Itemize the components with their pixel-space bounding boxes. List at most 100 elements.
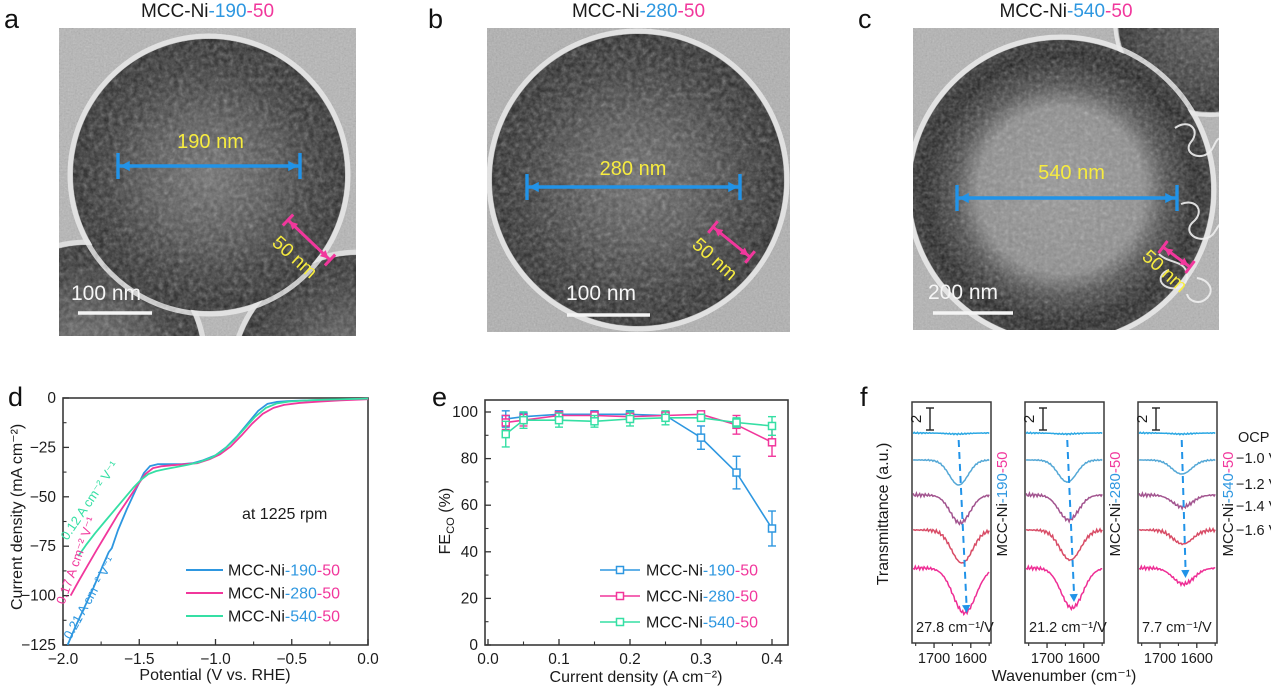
svg-text:MCC-Ni-540-50: MCC-Ni-540-50 (1220, 451, 1237, 556)
ftir-subpanel-280: 1700 1600 2 21.2 cm⁻¹/V MCC-Ni-280-50 (1021, 401, 1124, 667)
svg-text:−100: −100 (21, 588, 56, 605)
svg-text:40: 40 (461, 544, 479, 561)
title-shell: -50 (677, 1, 706, 22)
d-y-axis-label: Current density (mA cm⁻²) (9, 423, 26, 610)
spectrum--1.2 V (1025, 491, 1103, 524)
svg-text:−125: −125 (21, 637, 56, 654)
svg-text:MCC-Ni-190-50: MCC-Ni-190-50 (228, 563, 340, 580)
title-size: -280 (639, 1, 678, 22)
f-x-axis-label: Wavenumber (cm⁻¹) (991, 668, 1137, 685)
svg-text:MCC-Ni-280-50: MCC-Ni-280-50 (1107, 451, 1124, 556)
panel-b-letter: b (428, 4, 444, 34)
title-shell: -50 (246, 1, 275, 22)
spectrum--1.6 V (1138, 564, 1216, 588)
panel-a-annotations (78, 153, 337, 315)
svg-text:27.8 cm⁻¹/V: 27.8 cm⁻¹/V (916, 620, 994, 636)
svg-text:1700: 1700 (1031, 651, 1063, 667)
svg-text:−50: −50 (30, 489, 57, 506)
title-prefix: MCC-Ni (140, 1, 209, 22)
spectrum--1.6 V (1025, 564, 1103, 612)
d-x-axis-label: Potential (V vs. RHE) (139, 667, 291, 684)
svg-text:−1.0: −1.0 (200, 651, 231, 668)
chart-faradaic-efficiency: 0.0 0.1 0.2 0.3 0.4 0 20 40 60 80 100 MCC-Ni-190-50… (452, 399, 789, 668)
svg-text:1600: 1600 (1181, 651, 1213, 667)
panel-b-tem-image (487, 28, 790, 332)
spectrum-OCP (1025, 431, 1103, 436)
svg-text:80: 80 (461, 451, 479, 468)
spectrum--1.2 V (912, 491, 990, 526)
spectrum--1.2 V (1138, 491, 1216, 511)
title-size: -190 (208, 1, 247, 22)
spectrum--1.0 V (1138, 458, 1216, 475)
potential-label-1-4v: −1.4 V (1236, 499, 1271, 515)
svg-text:−75: −75 (30, 538, 56, 555)
panel-b-title: MCC-Ni-280-50 (487, 1, 790, 23)
svg-text:21.2 cm⁻¹/V: 21.2 cm⁻¹/V (1029, 620, 1107, 636)
e-legend: MCC-Ni-190-50 MCC-Ni-280-50 MCC-Ni-540-50 (600, 563, 758, 632)
svg-text:−25: −25 (30, 439, 56, 456)
potential-label-1-2v: −1.2 V (1236, 477, 1271, 493)
svg-text:MCC-Ni-190-50: MCC-Ni-190-50 (646, 563, 758, 580)
panel-c-title: MCC-Ni-540-50 (913, 1, 1219, 23)
scalebar-label-a: 100 nm (71, 282, 142, 305)
title-shell: -50 (1105, 1, 1133, 22)
svg-text:1700: 1700 (918, 651, 950, 667)
spectrum--1.4 V (1138, 526, 1216, 546)
ftir-subpanel-190: 1700 1600 2 27.8 cm⁻¹/V MCC-Ni-190-50 (908, 401, 1011, 667)
diameter-label-a: 190 nm (177, 131, 244, 153)
panel-a-letter: a (4, 4, 20, 34)
d-axes: −2.0 −1.5 −1.0 −0.5 0.0 0 −25 −50 −75 −100 −125 (21, 390, 379, 668)
potential-label-1-0v: −1.0 V (1236, 451, 1271, 467)
svg-text:2: 2 (908, 415, 925, 423)
panel-c-tem-image (913, 28, 1219, 330)
svg-text:20: 20 (461, 590, 479, 607)
svg-text:0.4: 0.4 (761, 651, 783, 668)
svg-text:−1.5: −1.5 (124, 651, 155, 668)
title-prefix: MCC-Ni (571, 1, 640, 22)
spectrum--1.0 V (1025, 458, 1103, 484)
scalebar-label-b: 100 nm (566, 282, 637, 305)
d-legend: MCC-Ni-190-50 MCC-Ni-280-50 MCC-Ni-540-50 (186, 563, 340, 626)
spectrum-OCP (1138, 431, 1216, 436)
spectrum--1.4 V (912, 527, 990, 564)
chart-ftir-spectra: 1700 1600 2 27.8 cm⁻¹/V MCC-Ni-190-50 1700 160… (908, 401, 1237, 667)
chart-lsv: −2.0 −1.5 −1.0 −0.5 0.0 0 −25 −50 −75 −100 −125 at … (21, 390, 379, 668)
svg-text:0.1: 0.1 (548, 651, 570, 668)
series-MCC-Ni-540-50 (501, 410, 777, 448)
panel-d-letter: d (8, 382, 24, 412)
svg-text:0.0: 0.0 (357, 651, 379, 668)
panel-c-annotations (933, 185, 1196, 315)
svg-text:0.0: 0.0 (477, 651, 499, 668)
svg-text:at 1225 rpm: at 1225 rpm (242, 506, 327, 523)
curve-MCC-Ni-540-50 (77, 397, 369, 557)
e-x-axis-label: Current density (A cm⁻²) (549, 669, 723, 686)
series-MCC-Ni-190-50 (501, 410, 777, 547)
svg-text:0.2: 0.2 (619, 651, 641, 668)
panel-c-letter: c (858, 4, 872, 34)
svg-text:MCC-Ni-280-50: MCC-Ni-280-50 (228, 586, 340, 603)
svg-text:0: 0 (47, 390, 56, 407)
diameter-label-b: 280 nm (599, 158, 667, 180)
svg-text:−0.5: −0.5 (276, 651, 307, 668)
svg-text:100: 100 (452, 404, 478, 421)
svg-text:2: 2 (1021, 415, 1038, 423)
potential-label-ocp: OCP (1238, 430, 1270, 446)
membrane-wrinkles (1158, 123, 1219, 303)
svg-text:0: 0 (469, 637, 478, 654)
panel-a-title: MCC-Ni-190-50 (59, 1, 356, 23)
svg-text:−2.0: −2.0 (48, 651, 79, 668)
ftir-subpanel-540: 1700 1600 2 7.7 cm⁻¹/V MCC-Ni-540-50 (1134, 401, 1237, 667)
svg-text:MCC-Ni-540-50: MCC-Ni-540-50 (646, 615, 758, 632)
svg-text:1700: 1700 (1144, 651, 1176, 667)
panel-e-letter: e (432, 382, 448, 412)
scalebar-label-c: 200 nm (928, 281, 999, 304)
svg-text:0.3: 0.3 (690, 651, 712, 668)
e-y-axis-label: FECO (%) (436, 487, 458, 555)
svg-text:MCC-Ni-280-50: MCC-Ni-280-50 (646, 589, 758, 606)
panel-b-annotations (525, 174, 756, 317)
spectrum-OCP (912, 431, 990, 436)
diameter-label-c: 540 nm (1038, 162, 1105, 184)
title-prefix: MCC-Ni (999, 1, 1068, 22)
f-y-axis-label: Transmittance (a.u.) (875, 442, 892, 586)
